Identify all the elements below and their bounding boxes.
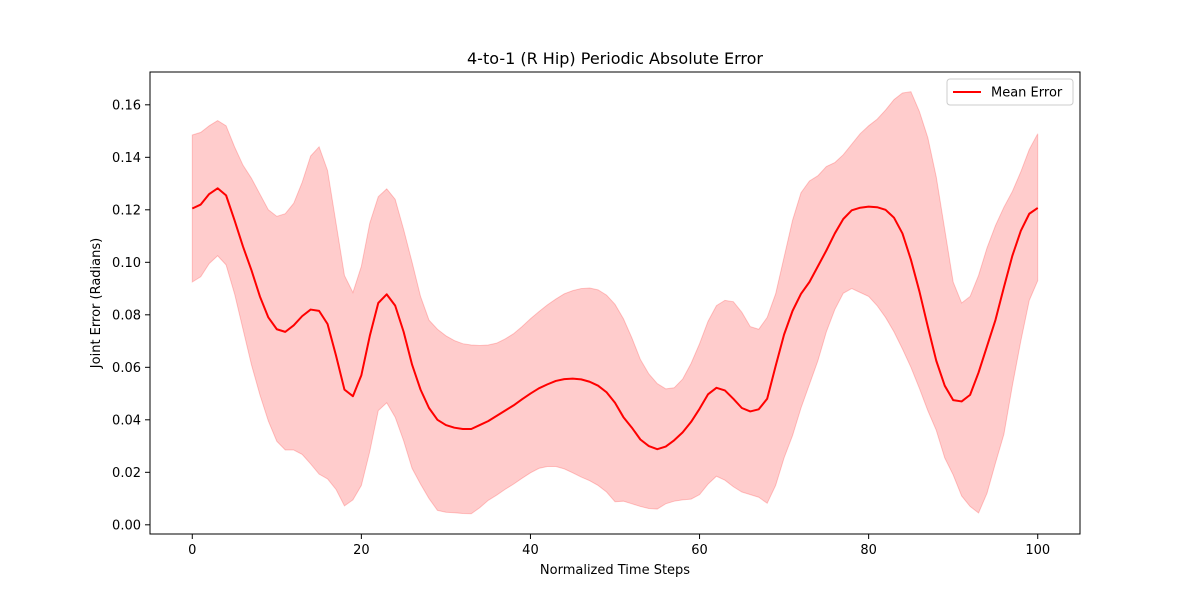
chart-title: 4-to-1 (R Hip) Periodic Absolute Error — [467, 49, 763, 68]
y-tick-label: 0.02 — [112, 466, 141, 481]
y-tick-label: 0.12 — [112, 203, 141, 218]
x-tick-label: 100 — [1025, 543, 1050, 558]
x-tick-label: 40 — [522, 543, 539, 558]
y-axis-label: Joint Error (Radians) — [89, 238, 104, 369]
y-tick-label: 0.14 — [112, 151, 141, 166]
x-axis: 0 20 40 60 80 100 — [188, 534, 1050, 558]
y-tick-label: 0.08 — [112, 308, 141, 323]
y-tick-label: 0.10 — [112, 256, 141, 271]
y-axis: 0.00 0.02 0.04 0.06 0.08 0.10 0.12 0.14 0.16 — [112, 98, 150, 533]
y-tick-label: 0.04 — [112, 413, 141, 428]
y-tick-label: 0.16 — [112, 98, 141, 113]
y-tick-label: 0.06 — [112, 361, 141, 376]
plot-frame — [149, 71, 1081, 535]
plot-layer — [191, 91, 1039, 515]
x-tick-label: 20 — [353, 543, 370, 558]
legend: Mean Error — [946, 78, 1074, 106]
x-tick-label: 0 — [188, 543, 196, 558]
legend-box — [946, 78, 1074, 106]
x-tick-label: 60 — [691, 543, 708, 558]
error-band — [191, 91, 1039, 515]
x-tick-label: 80 — [860, 543, 877, 558]
mean-error-line — [191, 187, 1039, 451]
y-tick-label: 0.00 — [112, 518, 141, 533]
legend-entry-mean-error: Mean Error — [991, 86, 1063, 101]
x-axis-label: Normalized Time Steps — [540, 563, 690, 578]
